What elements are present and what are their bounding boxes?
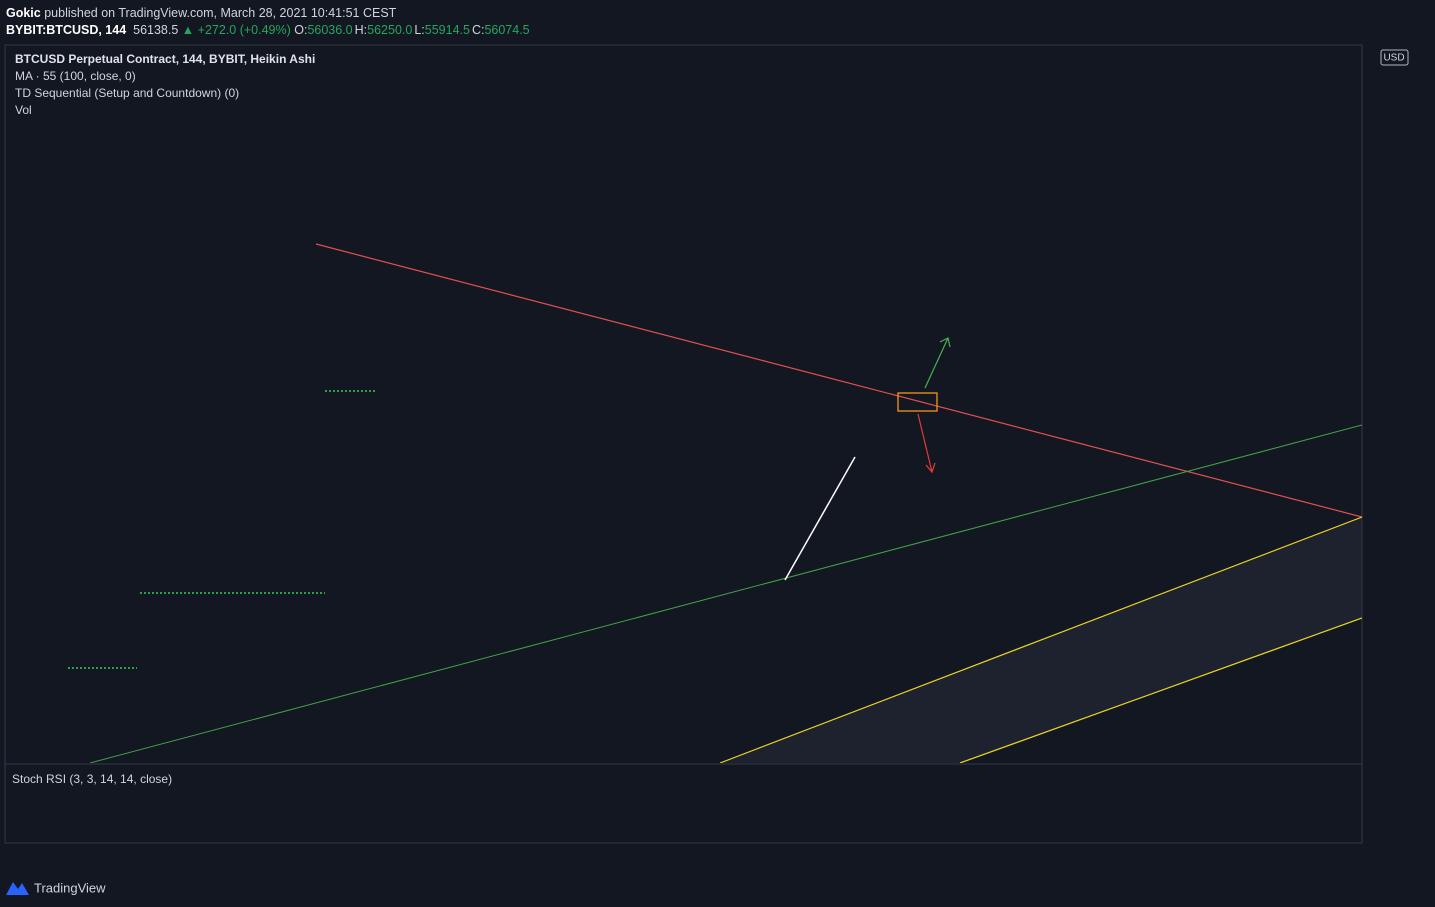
trendline [719, 516, 1362, 763]
trendline [784, 456, 856, 581]
currency-box [1380, 49, 1409, 66]
logo [6, 882, 29, 895]
arrow-up [924, 337, 951, 389]
symbol: BYBIT:BTCUSD, 144 [6, 23, 127, 37]
arrow-down [917, 413, 936, 474]
footer-brand: TradingView [34, 880, 106, 895]
target-box [897, 392, 938, 412]
header: Gokic published on TradingView.com, Marc… [6, 5, 532, 39]
change: ▲ +272.0 (+0.49%) [181, 23, 291, 37]
currency: USD [1383, 53, 1404, 64]
last: 56138.5 [133, 23, 179, 37]
drawings [68, 243, 1362, 763]
legend-title: BTCUSD Perpetual Contract, 144, BYBIT, H… [15, 52, 315, 66]
ohlc-key: H: [354, 23, 368, 37]
ohlc-value: 56036.0 [307, 23, 353, 37]
legend-item: TD Sequential (Setup and Countdown) (0) [15, 86, 239, 100]
publish-line: Gokic published on TradingView.com, Marc… [6, 5, 532, 22]
published: published on TradingView.com, March 28, … [44, 6, 397, 20]
trendline [959, 617, 1362, 763]
author: Gokic [6, 6, 41, 20]
ohlc-value: 55914.5 [424, 23, 470, 37]
ohlc: O:56036.0 H:56250.0 L:55914.5 C:56074.5 [294, 23, 531, 37]
quote-line: BYBIT:BTCUSD, 144 56138.5 ▲ +272.0 (+0.4… [6, 22, 532, 39]
ohlc-value: 56250.0 [367, 23, 413, 37]
ohlc-key: O: [294, 23, 308, 37]
trendline [89, 424, 1362, 763]
stoch-title: Stoch RSI (3, 3, 14, 14, close) [12, 772, 172, 786]
ohlc-key: L: [414, 23, 425, 37]
pane-frame [4, 44, 1363, 844]
legend-item: Vol [15, 103, 32, 117]
legend-item: MA · 55 (100, close, 0) [15, 69, 136, 83]
ohlc-key: C: [471, 23, 485, 37]
ohlc-value: 56074.5 [484, 23, 530, 37]
